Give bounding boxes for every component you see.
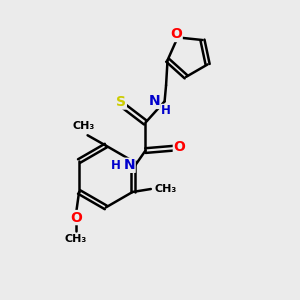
Text: N: N: [148, 94, 160, 108]
Text: O: O: [173, 140, 185, 154]
Text: CH₃: CH₃: [154, 184, 177, 194]
Text: CH₃: CH₃: [65, 234, 87, 244]
Text: N: N: [124, 158, 135, 172]
Text: O: O: [70, 211, 82, 225]
Text: H: H: [110, 159, 120, 172]
Text: H: H: [161, 104, 171, 117]
Text: O: O: [170, 28, 182, 41]
Text: S: S: [116, 95, 126, 109]
Text: CH₃: CH₃: [73, 121, 95, 131]
